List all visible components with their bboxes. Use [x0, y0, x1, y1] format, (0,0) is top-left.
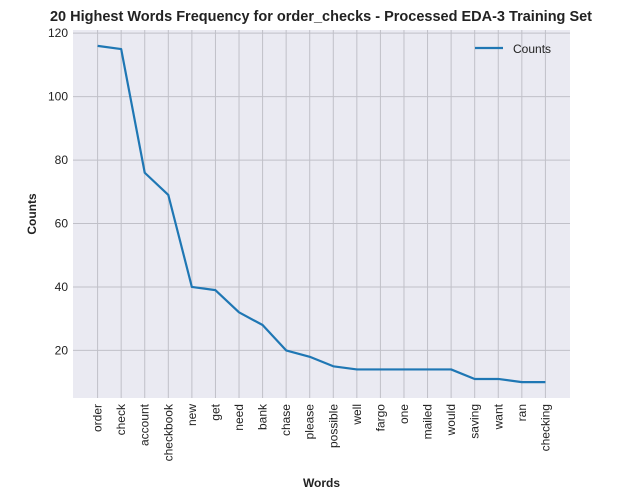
x-tick-label: check [114, 403, 128, 435]
x-tick-label: well [350, 404, 364, 426]
plot-background [73, 30, 570, 398]
legend-label-counts: Counts [513, 42, 551, 56]
x-tick-label: checking [538, 404, 552, 451]
x-tick-label: possible [326, 404, 340, 448]
x-tick-label: need [232, 404, 246, 431]
y-tick-label: 80 [55, 153, 69, 167]
x-tick-label: mailed [421, 404, 435, 439]
y-axis-label: Counts [25, 193, 39, 235]
x-tick-label: would [444, 404, 458, 436]
x-tick-label: fargo [373, 404, 387, 432]
y-tick-label: 120 [48, 26, 68, 40]
x-tick-label: please [303, 404, 317, 440]
x-tick-label: new [185, 404, 199, 426]
grid-lines [73, 30, 570, 398]
x-tick-label: ran [515, 404, 529, 421]
y-tick-label: 100 [48, 90, 68, 104]
chart-title: 20 Highest Words Frequency for order_che… [50, 9, 592, 25]
x-axis-ticks: order check account checkbook new get need bank… [91, 403, 553, 461]
legend: Counts [475, 42, 551, 56]
x-tick-label: bank [256, 403, 270, 430]
x-tick-label: chase [279, 404, 293, 436]
x-tick-label: get [208, 403, 222, 420]
y-tick-label: 40 [55, 280, 69, 294]
y-axis-ticks: 20 40 60 80 100 120 [48, 26, 68, 357]
y-tick-label: 60 [55, 217, 69, 231]
series-line-counts [97, 44, 546, 384]
x-axis-label: Words [303, 476, 340, 490]
x-tick-label: want [491, 403, 505, 430]
x-tick-label: order [91, 404, 105, 432]
x-tick-label: saving [468, 404, 482, 439]
x-tick-label: account [138, 403, 152, 446]
x-tick-label: checkbook [161, 403, 175, 461]
y-tick-label: 20 [55, 343, 69, 357]
x-tick-label: one [397, 404, 411, 424]
